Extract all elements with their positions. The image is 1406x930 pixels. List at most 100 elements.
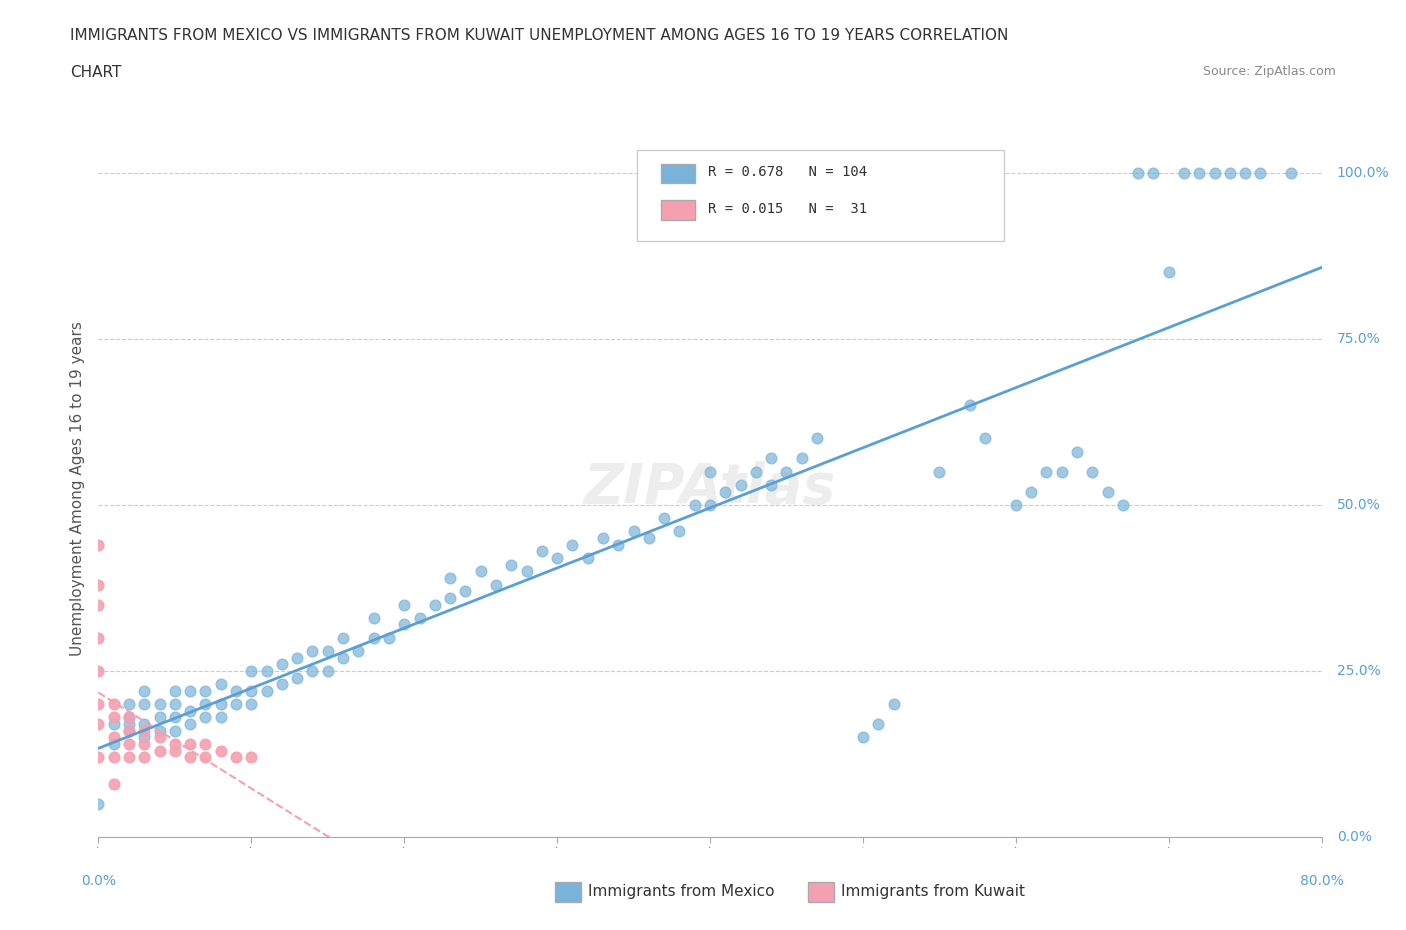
Point [1157, 265, 1180, 280]
Point [439, 591, 461, 605]
Point [118, 710, 141, 724]
Point [87, 597, 110, 612]
Point [1173, 166, 1195, 180]
Point [699, 464, 721, 479]
Point [103, 737, 125, 751]
Point [576, 551, 599, 565]
Point [87, 578, 110, 592]
Point [194, 750, 217, 764]
Point [1004, 498, 1026, 512]
Text: CHART: CHART [70, 65, 122, 80]
Point [194, 684, 217, 698]
Point [637, 531, 661, 546]
Point [134, 697, 156, 711]
Point [225, 750, 247, 764]
FancyBboxPatch shape [637, 150, 1004, 241]
Point [118, 724, 141, 738]
Point [790, 451, 813, 466]
Text: R = 0.678   N = 104: R = 0.678 N = 104 [707, 166, 866, 179]
Point [1097, 485, 1119, 499]
Point [163, 724, 186, 738]
Point [607, 538, 630, 552]
Point [439, 570, 461, 585]
Point [149, 743, 172, 758]
Text: Immigrants from Mexico: Immigrants from Mexico [588, 884, 775, 899]
Point [149, 710, 172, 724]
Point [883, 697, 905, 711]
Point [806, 431, 828, 445]
Bar [661, 200, 696, 219]
Point [118, 750, 141, 764]
Point [1219, 166, 1241, 180]
Point [759, 451, 782, 466]
Point [103, 730, 125, 745]
Point [209, 677, 232, 692]
Point [209, 743, 232, 758]
Point [149, 730, 172, 745]
Text: R = 0.015   N =  31: R = 0.015 N = 31 [707, 202, 866, 216]
Point [363, 631, 385, 645]
Point [179, 737, 201, 751]
Point [1112, 498, 1135, 512]
Point [1204, 166, 1226, 180]
Point [363, 610, 385, 625]
Point [759, 477, 782, 492]
Point [179, 703, 201, 718]
Point [1035, 464, 1057, 479]
Point [1249, 166, 1271, 180]
Point [225, 684, 247, 698]
Point [103, 750, 125, 764]
Point [516, 564, 538, 578]
Point [270, 677, 292, 692]
Point [714, 485, 737, 499]
Point [332, 650, 354, 665]
Point [194, 737, 217, 751]
Point [163, 743, 186, 758]
Point [87, 538, 110, 552]
Point [301, 644, 323, 658]
Text: 25.0%: 25.0% [1337, 664, 1381, 678]
Point [546, 551, 568, 565]
Point [530, 544, 553, 559]
Point [1279, 166, 1302, 180]
Point [423, 597, 446, 612]
Point [87, 750, 110, 764]
Point [928, 464, 950, 479]
Point [179, 684, 201, 698]
Point [163, 737, 186, 751]
Point [652, 511, 675, 525]
Point [149, 724, 172, 738]
Point [623, 524, 645, 538]
Point [316, 644, 339, 658]
Text: 50.0%: 50.0% [1337, 498, 1381, 512]
Point [87, 631, 110, 645]
Point [134, 750, 156, 764]
Point [134, 730, 156, 745]
Point [454, 584, 477, 599]
Point [730, 477, 752, 492]
Point [485, 578, 508, 592]
Point [745, 464, 768, 479]
Point [392, 617, 416, 631]
Point [103, 697, 125, 711]
Point [285, 650, 308, 665]
Point [225, 697, 247, 711]
Point [87, 697, 110, 711]
Text: 0.0%: 0.0% [82, 873, 115, 887]
Text: 100.0%: 100.0% [1337, 166, 1389, 179]
Point [1066, 445, 1088, 459]
Point [118, 697, 141, 711]
Point [134, 737, 156, 751]
Text: ZIPAtlas: ZIPAtlas [583, 461, 837, 515]
Point [699, 498, 721, 512]
Point [316, 663, 339, 678]
Point [163, 710, 186, 724]
Point [852, 730, 875, 745]
Point [256, 663, 278, 678]
Point [118, 710, 141, 724]
Point [103, 710, 125, 724]
Point [87, 663, 110, 678]
Point [1050, 464, 1073, 479]
Point [209, 697, 232, 711]
Text: Immigrants from Kuwait: Immigrants from Kuwait [841, 884, 1025, 899]
